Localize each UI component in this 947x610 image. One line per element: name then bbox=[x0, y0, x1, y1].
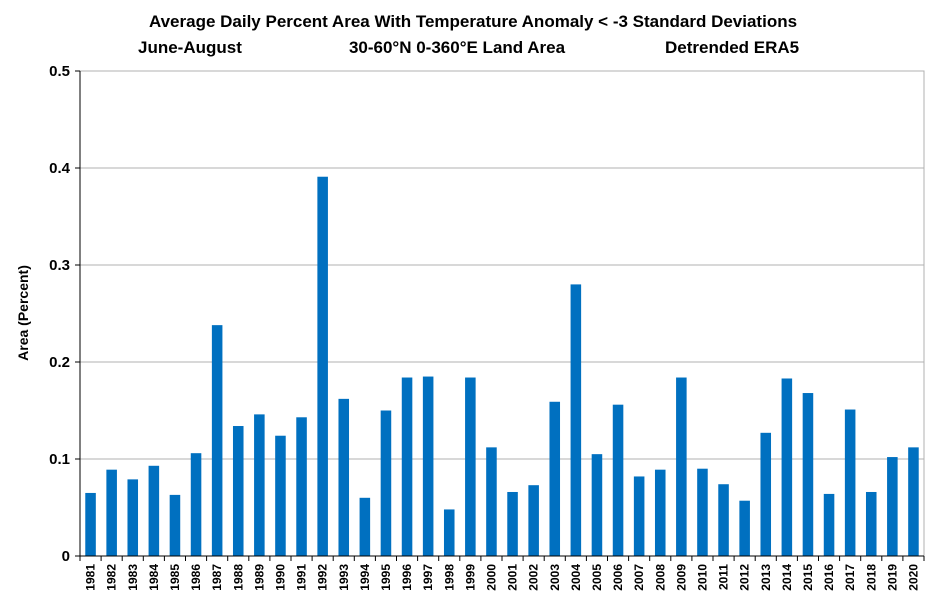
x-tick-label: 2004 bbox=[569, 564, 583, 591]
bar-1993 bbox=[338, 398, 350, 556]
bar-1984 bbox=[148, 465, 160, 556]
x-tick-label: 2007 bbox=[632, 564, 646, 591]
x-tick-label: 2013 bbox=[759, 564, 773, 591]
x-tick-label: 2002 bbox=[527, 564, 541, 591]
bar-1985 bbox=[169, 494, 181, 556]
x-tick-label: 1983 bbox=[126, 564, 140, 591]
bar-2017 bbox=[844, 409, 856, 556]
chart-subtitle-season: June-August bbox=[138, 38, 242, 57]
x-tick-label: 2003 bbox=[548, 564, 562, 591]
chart-subtitle-region: 30-60°N 0-360°E Land Area bbox=[349, 38, 566, 57]
bar-1997 bbox=[422, 376, 434, 556]
bar-2010 bbox=[697, 468, 708, 556]
bar-2009 bbox=[676, 377, 687, 556]
x-tick-label: 2016 bbox=[822, 564, 836, 591]
x-tick-label: 2020 bbox=[906, 564, 920, 591]
x-tick-label: 1993 bbox=[337, 564, 351, 591]
gridlines bbox=[79, 70, 925, 557]
bar-1981 bbox=[85, 492, 96, 556]
plot-area-border bbox=[79, 70, 925, 557]
x-tick-labels: 1981 1982 1983 1984 1985 1986 1987 1988 1989 1990… bbox=[84, 564, 921, 591]
y-tick-label: 0.5 bbox=[49, 63, 70, 80]
bar-1988 bbox=[232, 426, 244, 556]
x-tick-label: 1999 bbox=[463, 564, 477, 591]
bar-1999 bbox=[465, 377, 476, 556]
y-tick-label: 0.3 bbox=[49, 257, 70, 274]
x-tick-label: 1990 bbox=[273, 564, 287, 591]
x-tick-label: 1985 bbox=[168, 564, 182, 591]
x-tick-label: 1989 bbox=[252, 564, 266, 591]
chart-subtitle-dataset: Detrended ERA5 bbox=[665, 38, 799, 57]
bar-1986 bbox=[190, 453, 202, 556]
x-tick-label: 1988 bbox=[231, 564, 245, 591]
x-tick-label: 2000 bbox=[484, 564, 498, 591]
bar-1983 bbox=[127, 479, 139, 556]
y-tick-label: 0.1 bbox=[49, 451, 70, 468]
bar-2004 bbox=[570, 284, 582, 556]
y-tick-label: 0.2 bbox=[49, 354, 70, 371]
bar-2005 bbox=[591, 454, 603, 556]
bar-2001 bbox=[507, 491, 518, 556]
x-tick-label: 1991 bbox=[295, 564, 309, 591]
bar-2014 bbox=[781, 378, 793, 556]
bar-2015 bbox=[802, 393, 814, 556]
bar-2008 bbox=[654, 469, 666, 556]
x-tick-label: 2015 bbox=[801, 564, 815, 591]
bar-2016 bbox=[823, 493, 835, 556]
bar-2011 bbox=[718, 484, 729, 556]
bar-2003 bbox=[549, 401, 561, 556]
bars bbox=[85, 176, 919, 557]
x-tick-label: 2001 bbox=[506, 564, 520, 591]
y-axis-label: Area (Percent) bbox=[15, 265, 31, 361]
x-tick-label: 2019 bbox=[885, 564, 899, 591]
x-tick-label: 2005 bbox=[590, 564, 604, 591]
bar-2018 bbox=[865, 491, 877, 556]
x-tick-label: 2011 bbox=[717, 564, 731, 590]
x-tick-label: 2014 bbox=[780, 564, 794, 591]
x-tick-label: 1995 bbox=[379, 564, 393, 591]
x-tick-label: 1982 bbox=[105, 564, 119, 591]
chart-title: Average Daily Percent Area With Temperat… bbox=[149, 12, 797, 31]
x-tick-label: 2017 bbox=[843, 564, 857, 591]
x-tick-label: 1997 bbox=[421, 564, 435, 591]
x-tick-label: 1987 bbox=[210, 564, 224, 591]
x-tick-label: 2010 bbox=[695, 564, 709, 591]
bar-1998 bbox=[443, 509, 455, 556]
x-tick-label: 1998 bbox=[442, 564, 456, 591]
x-tick-label: 1986 bbox=[189, 564, 203, 591]
bar-2006 bbox=[612, 404, 624, 556]
bar-1991 bbox=[296, 417, 307, 556]
x-tick-label: 2008 bbox=[653, 564, 667, 591]
bar-1987 bbox=[211, 325, 223, 556]
x-tick-label: 2012 bbox=[738, 564, 752, 591]
bar-2000 bbox=[486, 447, 497, 556]
x-tick-label: 1992 bbox=[316, 564, 330, 591]
bar-1992 bbox=[317, 176, 328, 557]
y-tick-label: 0.4 bbox=[49, 160, 71, 177]
bar-2019 bbox=[887, 457, 898, 556]
x-tick-label: 1996 bbox=[400, 564, 414, 591]
x-tick-label: 2009 bbox=[674, 564, 688, 591]
x-tick-label: 1981 bbox=[84, 564, 98, 591]
bar-1990 bbox=[275, 435, 286, 556]
bar-1995 bbox=[380, 410, 392, 556]
x-tick-label: 1984 bbox=[147, 564, 161, 591]
bar-1982 bbox=[106, 469, 117, 556]
y-tick-labels: 0 0.1 0.2 0.3 0.4 0.5 bbox=[49, 63, 71, 565]
x-tick-label: 2018 bbox=[864, 564, 878, 591]
bar-2013 bbox=[760, 432, 772, 556]
x-tick-label: 1994 bbox=[358, 564, 372, 591]
x-tick-label: 2006 bbox=[611, 564, 625, 591]
bar-1996 bbox=[401, 377, 413, 556]
bar-2007 bbox=[633, 476, 645, 556]
bar-2012 bbox=[739, 500, 750, 556]
bar-2002 bbox=[528, 485, 539, 556]
axes bbox=[75, 70, 925, 561]
bar-1989 bbox=[254, 414, 265, 556]
y-tick-label: 0 bbox=[62, 548, 70, 565]
bar-2020 bbox=[908, 447, 919, 556]
bar-1994 bbox=[359, 497, 371, 556]
